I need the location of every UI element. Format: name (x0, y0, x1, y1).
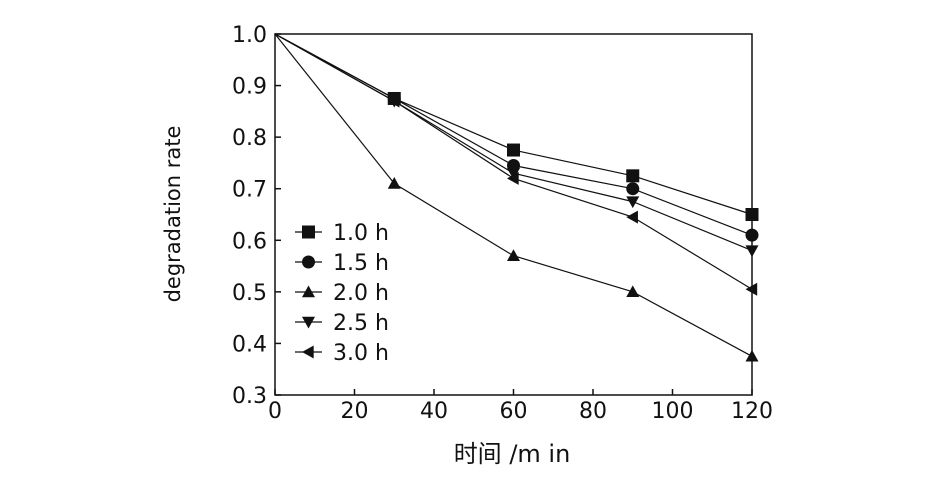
data-point (745, 349, 759, 362)
series-square (274, 33, 759, 221)
data-point (387, 177, 401, 189)
y-tick-label: 0.3 (232, 384, 267, 409)
x-axis-title: 时间 /m in (454, 440, 571, 468)
data-point (626, 196, 640, 209)
legend-label: 2.5 h (333, 311, 389, 336)
y-tick-label: 0.5 (232, 281, 267, 306)
x-tick-label: 60 (500, 399, 528, 424)
y-tick-label: 0.4 (232, 332, 267, 357)
y-axis-title: degradation rate (161, 126, 185, 303)
y-axis-ticks: 0.3 0.4 0.5 0.6 0.7 0.8 0.9 1.0 (232, 23, 281, 409)
series-layer (274, 33, 759, 362)
series-triangle-up (274, 33, 759, 362)
data-point (745, 208, 759, 221)
data-point (507, 143, 520, 157)
y-tick-label: 0.7 (232, 178, 267, 203)
legend-item: 3.0 h (295, 341, 389, 366)
data-point (387, 94, 400, 108)
series-line (274, 33, 753, 236)
data-point (626, 169, 640, 183)
x-tick-label: 100 (652, 399, 694, 424)
legend-item: 2.0 h (295, 281, 389, 306)
y-tick-label: 1.0 (232, 23, 267, 48)
y-tick-label: 0.9 (232, 75, 267, 100)
legend-label: 1.0 h (333, 221, 389, 246)
data-point (745, 282, 758, 296)
legend-marker (302, 255, 315, 269)
series-circle (274, 33, 759, 242)
y-tick-label: 0.8 (232, 126, 267, 151)
data-point (507, 249, 520, 261)
data-point (507, 171, 519, 185)
x-tick-label: 0 (268, 399, 282, 424)
data-point (626, 182, 640, 196)
x-tick-label: 80 (579, 399, 607, 424)
x-tick-label: 20 (341, 399, 369, 424)
y-tick-label: 0.6 (232, 229, 267, 254)
legend-item: 2.5 h (295, 311, 389, 336)
legend-label: 1.5 h (333, 251, 389, 276)
data-point (626, 210, 638, 224)
legend: 1.0 h 1.5 h 2.0 h 2.5 h 3.0 h (295, 221, 389, 366)
legend-marker (302, 225, 315, 239)
series-line (274, 33, 753, 252)
legend-item: 1.5 h (295, 251, 389, 276)
x-tick-label: 120 (731, 399, 773, 424)
data-point (745, 228, 759, 242)
data-point (626, 285, 640, 298)
series-line (274, 33, 753, 357)
legend-label: 3.0 h (333, 341, 389, 366)
legend-label: 2.0 h (333, 281, 389, 306)
legend-marker (302, 285, 315, 298)
series-triangle-left (274, 33, 758, 296)
legend-marker (302, 345, 314, 359)
data-point (507, 168, 520, 180)
x-tick-label: 40 (420, 399, 448, 424)
legend-marker (302, 316, 315, 329)
x-axis-ticks: 0 20 40 60 80 100 120 (268, 389, 773, 424)
data-point (745, 245, 759, 258)
legend-item: 1.0 h (295, 221, 389, 246)
